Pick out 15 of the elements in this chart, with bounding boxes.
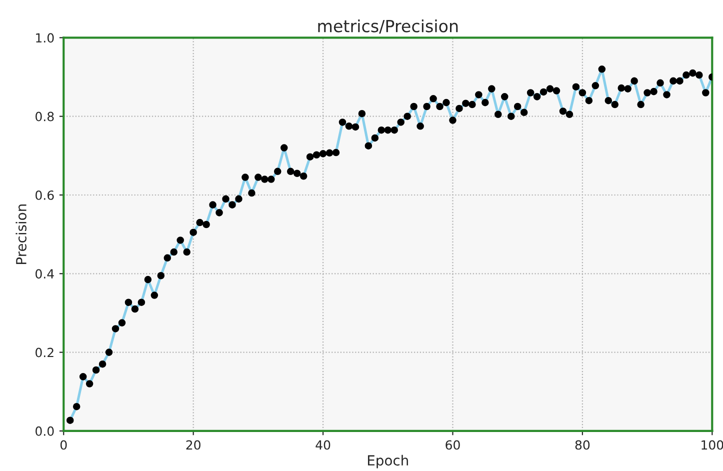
x-tick-label: 80 (575, 440, 590, 450)
y-tick-label: 0.4 (36, 269, 54, 279)
y-tick-label: 0.6 (36, 190, 54, 200)
x-tick-label: 0 (60, 440, 67, 450)
y-tick-label: 0.2 (36, 348, 54, 358)
chart-title: metrics/Precision (318, 19, 458, 34)
y-tick-label: 0.0 (36, 426, 54, 436)
x-tick-label: 100 (702, 440, 723, 450)
x-tick-label: 20 (186, 440, 200, 450)
y-tick-label: 1.0 (36, 33, 54, 43)
y-axis-title: Precision (16, 204, 26, 264)
x-tick-label: 40 (316, 440, 330, 450)
y-tick-label: 0.8 (36, 112, 54, 122)
x-axis-title: Epoch (368, 454, 408, 468)
x-tick-label: 60 (446, 440, 460, 450)
